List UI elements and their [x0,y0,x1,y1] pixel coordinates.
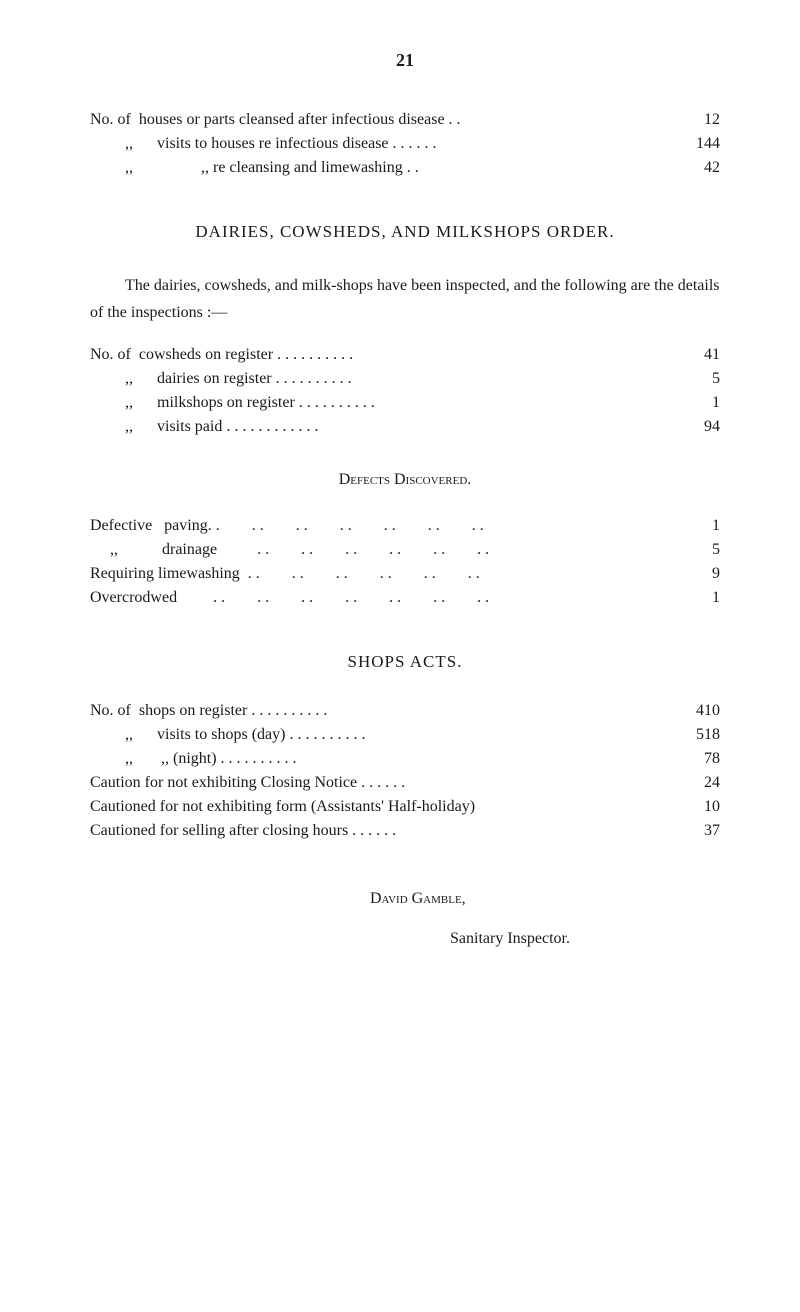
stat-value: 410 [680,702,720,720]
stat-value: 1 [680,589,720,607]
stat-line: Cautioned for not exhibiting form (Assis… [90,798,720,816]
stat-label: ,, drainage . . . . . . . . . . . . [90,541,680,559]
stat-label: Cautioned for selling after closing hour… [90,822,680,840]
stat-value: 94 [680,418,720,436]
section-paragraph: The dairies, cowsheds, and milk-shops ha… [90,272,720,326]
shops-stats-block: No. of shops on register . . . . . . . .… [90,702,720,840]
stat-line: ,, ,, (night) . . . . . . . . . . 78 [90,750,720,768]
stat-value: 12 [680,111,720,129]
stat-label: No. of shops on register . . . . . . . .… [90,702,680,720]
dairies-stats-block: No. of cowsheds on register . . . . . . … [90,346,720,436]
stat-value: 5 [680,541,720,559]
stat-label: Requiring limewashing . . . . . . . . . … [90,565,680,583]
signature-block: David Gamble, Sanitary Inspector. [90,890,720,948]
stat-value: 10 [680,798,720,816]
sub-heading-defects: Defects Discovered. [90,471,720,489]
stat-line: Overcrodwed . . . . . . . . . . . . . . … [90,589,720,607]
stat-label: ,, visits to houses re infectious diseas… [125,135,680,153]
defects-stats-block: Defective paving. . . . . . . . . . . . … [90,517,720,607]
stat-label: No. of houses or parts cleansed after in… [90,111,680,129]
stat-label: ,, ,, (night) . . . . . . . . . . [125,750,680,768]
stat-value: 78 [680,750,720,768]
stat-line: No. of cowsheds on register . . . . . . … [90,346,720,364]
stat-line: ,, milkshops on register . . . . . . . .… [90,394,720,412]
stat-label: Defective paving. . . . . . . . . . . . … [90,517,680,535]
stat-value: 37 [680,822,720,840]
stat-line: Requiring limewashing . . . . . . . . . … [90,565,720,583]
top-stats-block: No. of houses or parts cleansed after in… [90,111,720,177]
section-heading-dairies: DAIRIES, COWSHEDS, AND MILKSHOPS ORDER. [90,222,720,242]
page-number: 21 [90,50,720,71]
stat-value: 42 [680,159,720,177]
stat-label: Caution for not exhibiting Closing Notic… [90,774,680,792]
stat-line: ,, dairies on register . . . . . . . . .… [90,370,720,388]
stat-line: ,, visits paid . . . . . . . . . . . . 9… [90,418,720,436]
signature-name: David Gamble, [370,890,720,908]
stat-label: No. of cowsheds on register . . . . . . … [90,346,680,364]
stat-line: ,, drainage . . . . . . . . . . . . 5 [90,541,720,559]
stat-value: 41 [680,346,720,364]
stat-line: ,, ,, re cleansing and limewashing . . 4… [90,159,720,177]
stat-line: No. of shops on register . . . . . . . .… [90,702,720,720]
stat-value: 1 [680,517,720,535]
stat-value: 9 [680,565,720,583]
stat-line: ,, visits to shops (day) . . . . . . . .… [90,726,720,744]
stat-label: ,, milkshops on register . . . . . . . .… [125,394,680,412]
stat-line: Caution for not exhibiting Closing Notic… [90,774,720,792]
stat-value: 1 [680,394,720,412]
stat-value: 5 [680,370,720,388]
stat-value: 518 [680,726,720,744]
stat-label: Cautioned for not exhibiting form (Assis… [90,798,680,816]
stat-label: Overcrodwed . . . . . . . . . . . . . . [90,589,680,607]
stat-line: No. of houses or parts cleansed after in… [90,111,720,129]
stat-value: 144 [680,135,720,153]
stat-label: ,, dairies on register . . . . . . . . .… [125,370,680,388]
stat-line: ,, visits to houses re infectious diseas… [90,135,720,153]
stat-value: 24 [680,774,720,792]
stat-label: ,, visits paid . . . . . . . . . . . . [125,418,680,436]
stat-label: ,, ,, re cleansing and limewashing . . [125,159,680,177]
section-heading-shops: SHOPS ACTS. [90,652,720,672]
stat-label: ,, visits to shops (day) . . . . . . . .… [125,726,680,744]
stat-line: Cautioned for selling after closing hour… [90,822,720,840]
signature-title: Sanitary Inspector. [370,930,720,948]
stat-line: Defective paving. . . . . . . . . . . . … [90,517,720,535]
